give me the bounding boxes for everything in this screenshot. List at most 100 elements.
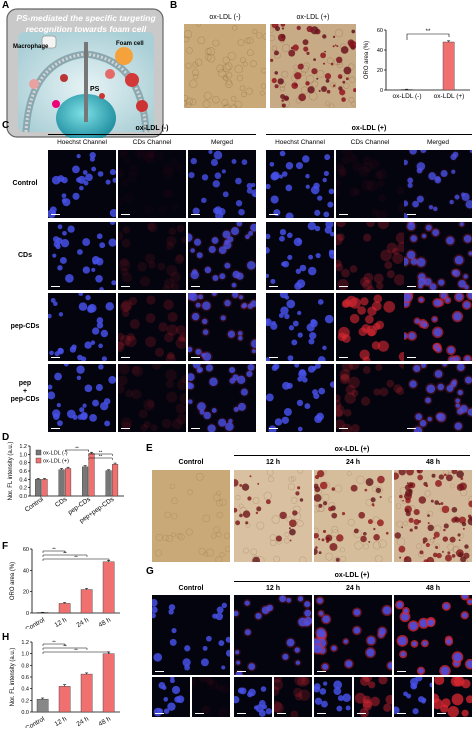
cell [351, 424, 360, 432]
nucleus [459, 222, 464, 227]
panel-a-illustration [6, 8, 164, 142]
cell-outline [330, 82, 337, 88]
lipid-droplet [318, 538, 321, 541]
cell-outline [212, 493, 221, 501]
nucleus [99, 242, 106, 249]
cell-outline [224, 546, 230, 553]
panel-e-col-24h: 24 h [345, 459, 360, 466]
nucleus [222, 191, 229, 198]
nucleus [463, 301, 471, 309]
nucleus [345, 705, 351, 711]
lipid-droplet [370, 497, 376, 503]
cell [371, 301, 382, 311]
nucleus [458, 280, 466, 288]
lipid-droplet [275, 26, 281, 32]
cell-outline [162, 534, 169, 542]
lipid-droplet [341, 97, 346, 102]
nucleus [366, 648, 375, 657]
nucleus [62, 198, 71, 207]
nucleus [282, 171, 288, 177]
lipid-droplet [434, 500, 440, 505]
cell [175, 403, 186, 414]
cell [120, 417, 132, 429]
cell [126, 332, 136, 342]
nucleus [85, 294, 91, 301]
cell [128, 165, 139, 176]
nucleus [111, 280, 116, 286]
nucleus [195, 348, 202, 355]
nucleus [211, 293, 217, 296]
lipid-droplet [239, 513, 243, 518]
nucleus [455, 398, 460, 404]
nucleus [322, 615, 330, 624]
lipid-droplet [456, 483, 465, 491]
nucleus [213, 207, 220, 215]
nucleus [171, 685, 181, 695]
lipid-droplet [408, 517, 414, 523]
nucleus [333, 687, 342, 695]
nucleus [281, 261, 286, 267]
cell-outline [205, 548, 214, 557]
micrograph-tile [118, 364, 186, 432]
lipid-droplet [399, 494, 403, 499]
cell-outline [281, 43, 291, 53]
nucleus [182, 658, 191, 667]
cell [165, 353, 176, 361]
cell-outline [192, 61, 199, 68]
micrograph-tile [234, 470, 312, 562]
nucleus [286, 299, 296, 309]
nucleus [306, 323, 315, 332]
nucleus [82, 266, 90, 274]
cell [337, 332, 347, 342]
nucleus [295, 162, 303, 170]
lipid-droplet [336, 45, 339, 48]
nucleus [294, 647, 300, 653]
nucleus [422, 640, 428, 646]
cell [131, 366, 141, 375]
nucleus [410, 235, 417, 242]
nucleus [153, 707, 163, 717]
nucleus [237, 331, 243, 336]
nucleus [429, 682, 432, 688]
cell-outline [244, 37, 251, 44]
cell-outline [171, 532, 176, 538]
cell [175, 164, 182, 171]
cell-outline [290, 476, 297, 482]
lipid-droplet [398, 545, 406, 553]
cell [121, 238, 131, 248]
nucleus [436, 413, 443, 420]
y-tick-label: 40 [23, 568, 29, 574]
nucleus [464, 284, 469, 290]
cell [171, 203, 179, 211]
nucleus [266, 233, 271, 240]
nucleus [445, 297, 450, 303]
nucleus [216, 606, 224, 614]
nucleus [428, 204, 434, 210]
lipid-droplet [294, 83, 298, 87]
cell-outline [324, 100, 331, 106]
cell [181, 374, 186, 384]
cell-outline [234, 100, 243, 108]
lipid-droplet [358, 511, 366, 519]
nucleus [77, 354, 83, 361]
nucleus [454, 194, 460, 200]
chart-f: 0 20 40 60 ORO area (%) Control 12 h 24 h 48 h **… [4, 543, 128, 633]
nucleus [224, 262, 231, 269]
nucleus [295, 268, 302, 274]
cell [147, 222, 155, 231]
cell-outline [187, 489, 193, 496]
nucleus [95, 275, 103, 283]
cell-outline [331, 525, 339, 534]
cell [377, 222, 389, 230]
cell [336, 259, 342, 268]
nucleus [427, 416, 432, 422]
nucleus [428, 172, 437, 180]
lipid-droplet [297, 486, 301, 490]
cell [450, 677, 462, 687]
cell-outline [222, 74, 228, 80]
cell-outline [197, 36, 206, 45]
nucleus [432, 229, 440, 237]
lipid-droplet [255, 511, 259, 515]
scale-bar [437, 713, 446, 714]
nucleus [305, 184, 310, 189]
